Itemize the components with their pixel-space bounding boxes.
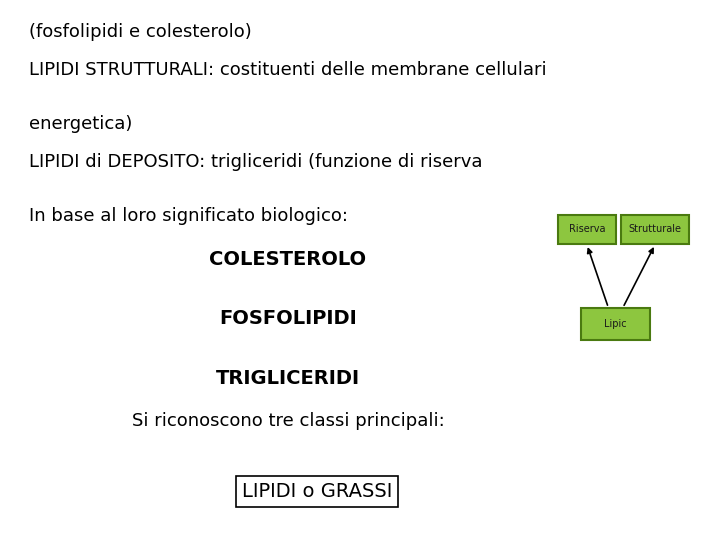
- Text: In base al loro significato biologico:: In base al loro significato biologico:: [29, 207, 348, 225]
- Text: LIPIDI o GRASSI: LIPIDI o GRASSI: [242, 482, 392, 501]
- Text: energetica): energetica): [29, 115, 132, 133]
- Text: COLESTEROLO: COLESTEROLO: [210, 249, 366, 269]
- Text: LIPIDI di DEPOSITO: trigliceridi (funzione di riserva: LIPIDI di DEPOSITO: trigliceridi (funzio…: [29, 153, 482, 171]
- Text: (fosfolipidi e colesterolo): (fosfolipidi e colesterolo): [29, 23, 251, 42]
- Text: FOSFOLIPIDI: FOSFOLIPIDI: [219, 309, 357, 328]
- FancyBboxPatch shape: [621, 214, 690, 244]
- Text: Si riconoscono tre classi principali:: Si riconoscono tre classi principali:: [132, 412, 444, 430]
- FancyBboxPatch shape: [558, 214, 616, 244]
- Text: TRIGLICERIDI: TRIGLICERIDI: [216, 368, 360, 388]
- FancyBboxPatch shape: [582, 308, 649, 340]
- Text: LIPIDI STRUTTURALI: costituenti delle membrane cellulari: LIPIDI STRUTTURALI: costituenti delle me…: [29, 61, 546, 79]
- Text: Riserva: Riserva: [569, 225, 605, 234]
- Text: Strutturale: Strutturale: [629, 225, 682, 234]
- Text: Lipic: Lipic: [604, 319, 627, 329]
